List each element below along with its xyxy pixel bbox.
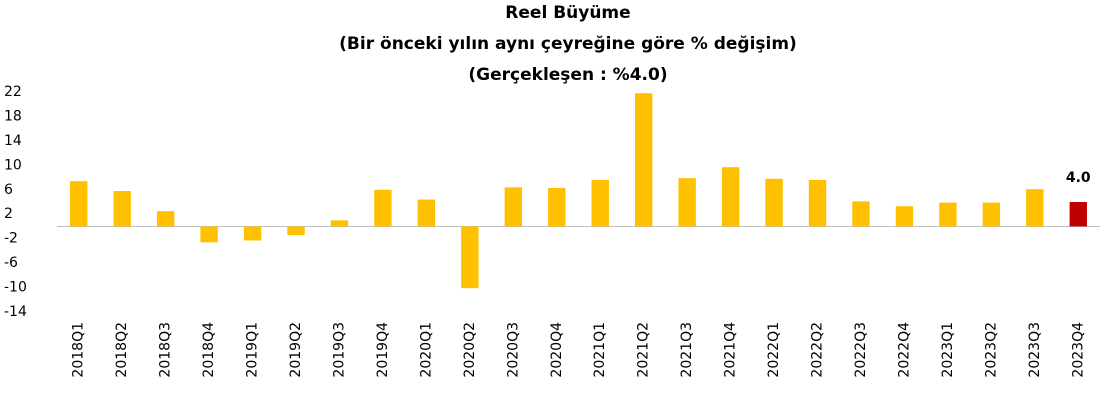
bar (330, 220, 349, 227)
x-tick-label: 2020Q2 (462, 322, 478, 378)
x-tick-label: 2021Q4 (723, 322, 739, 378)
x-tick-label: 2021Q3 (679, 322, 695, 378)
bar (982, 202, 1001, 227)
y-tick-label: 10 (4, 157, 22, 173)
x-tick-label: 2019Q4 (375, 322, 391, 378)
bar (852, 201, 870, 227)
bar (1026, 189, 1044, 227)
bar (243, 226, 262, 241)
x-tick-label: 2023Q4 (1070, 322, 1086, 378)
x-tick-label: 2022Q4 (896, 322, 912, 378)
y-tick-label: 6 (4, 182, 13, 198)
bar (461, 226, 479, 289)
x-tick-label: 2023Q2 (983, 322, 999, 378)
x-tick-label: 2018Q1 (71, 322, 87, 378)
y-tick-label: 18 (4, 108, 22, 124)
x-tick-label: 2020Q1 (418, 322, 434, 378)
x-tick-label: 2019Q1 (245, 322, 261, 378)
data-label: 4.0 (1066, 170, 1091, 186)
bar (504, 187, 523, 227)
x-tick-label: 2023Q3 (1027, 322, 1043, 378)
bar (156, 211, 175, 227)
x-tick-label: 2022Q2 (810, 322, 826, 378)
y-tick-label: 22 (4, 84, 22, 100)
x-tick-label: 2019Q3 (331, 322, 347, 378)
chart-title: Reel Büyüme (505, 3, 630, 23)
x-tick-label: 2020Q4 (549, 322, 565, 378)
y-tick-label: 14 (4, 133, 22, 149)
x-tick-label: 2021Q2 (636, 322, 652, 378)
chart-subtitle: (Gerçekleşen : %4.0) (468, 65, 667, 85)
bar (70, 181, 88, 227)
bar (548, 187, 566, 227)
bar (591, 180, 609, 227)
y-tick-label: 2 (4, 206, 13, 222)
bar (287, 226, 305, 235)
x-tick-label: 2020Q3 (505, 322, 521, 378)
bar (678, 178, 696, 227)
y-tick-label: -2 (4, 231, 18, 247)
x-tick-label: 2022Q3 (853, 322, 869, 378)
y-tick-label: -14 (4, 304, 27, 320)
bar (374, 189, 392, 227)
x-tick-label: 2019Q2 (288, 322, 304, 378)
chart-subtitle: (Bir önceki yılın aynı çeyreğine göre % … (339, 34, 797, 54)
bar (895, 206, 914, 227)
bar (808, 180, 827, 227)
bar (113, 191, 131, 227)
bar (200, 226, 218, 243)
bar (939, 202, 957, 227)
bar (634, 93, 653, 227)
bar (1069, 202, 1087, 227)
x-tick-label: 2018Q4 (201, 322, 217, 378)
bar (721, 167, 740, 227)
y-tick-label: -6 (4, 255, 18, 271)
x-tick-label: 2023Q1 (940, 322, 956, 378)
x-tick-label: 2018Q3 (158, 322, 174, 378)
x-tick-label: 2021Q1 (592, 322, 608, 378)
y-tick-label: -10 (4, 280, 27, 296)
bar (765, 178, 783, 227)
x-tick-label: 2022Q1 (766, 322, 782, 378)
bar (417, 199, 436, 227)
x-tick-label: 2018Q2 (114, 322, 130, 378)
